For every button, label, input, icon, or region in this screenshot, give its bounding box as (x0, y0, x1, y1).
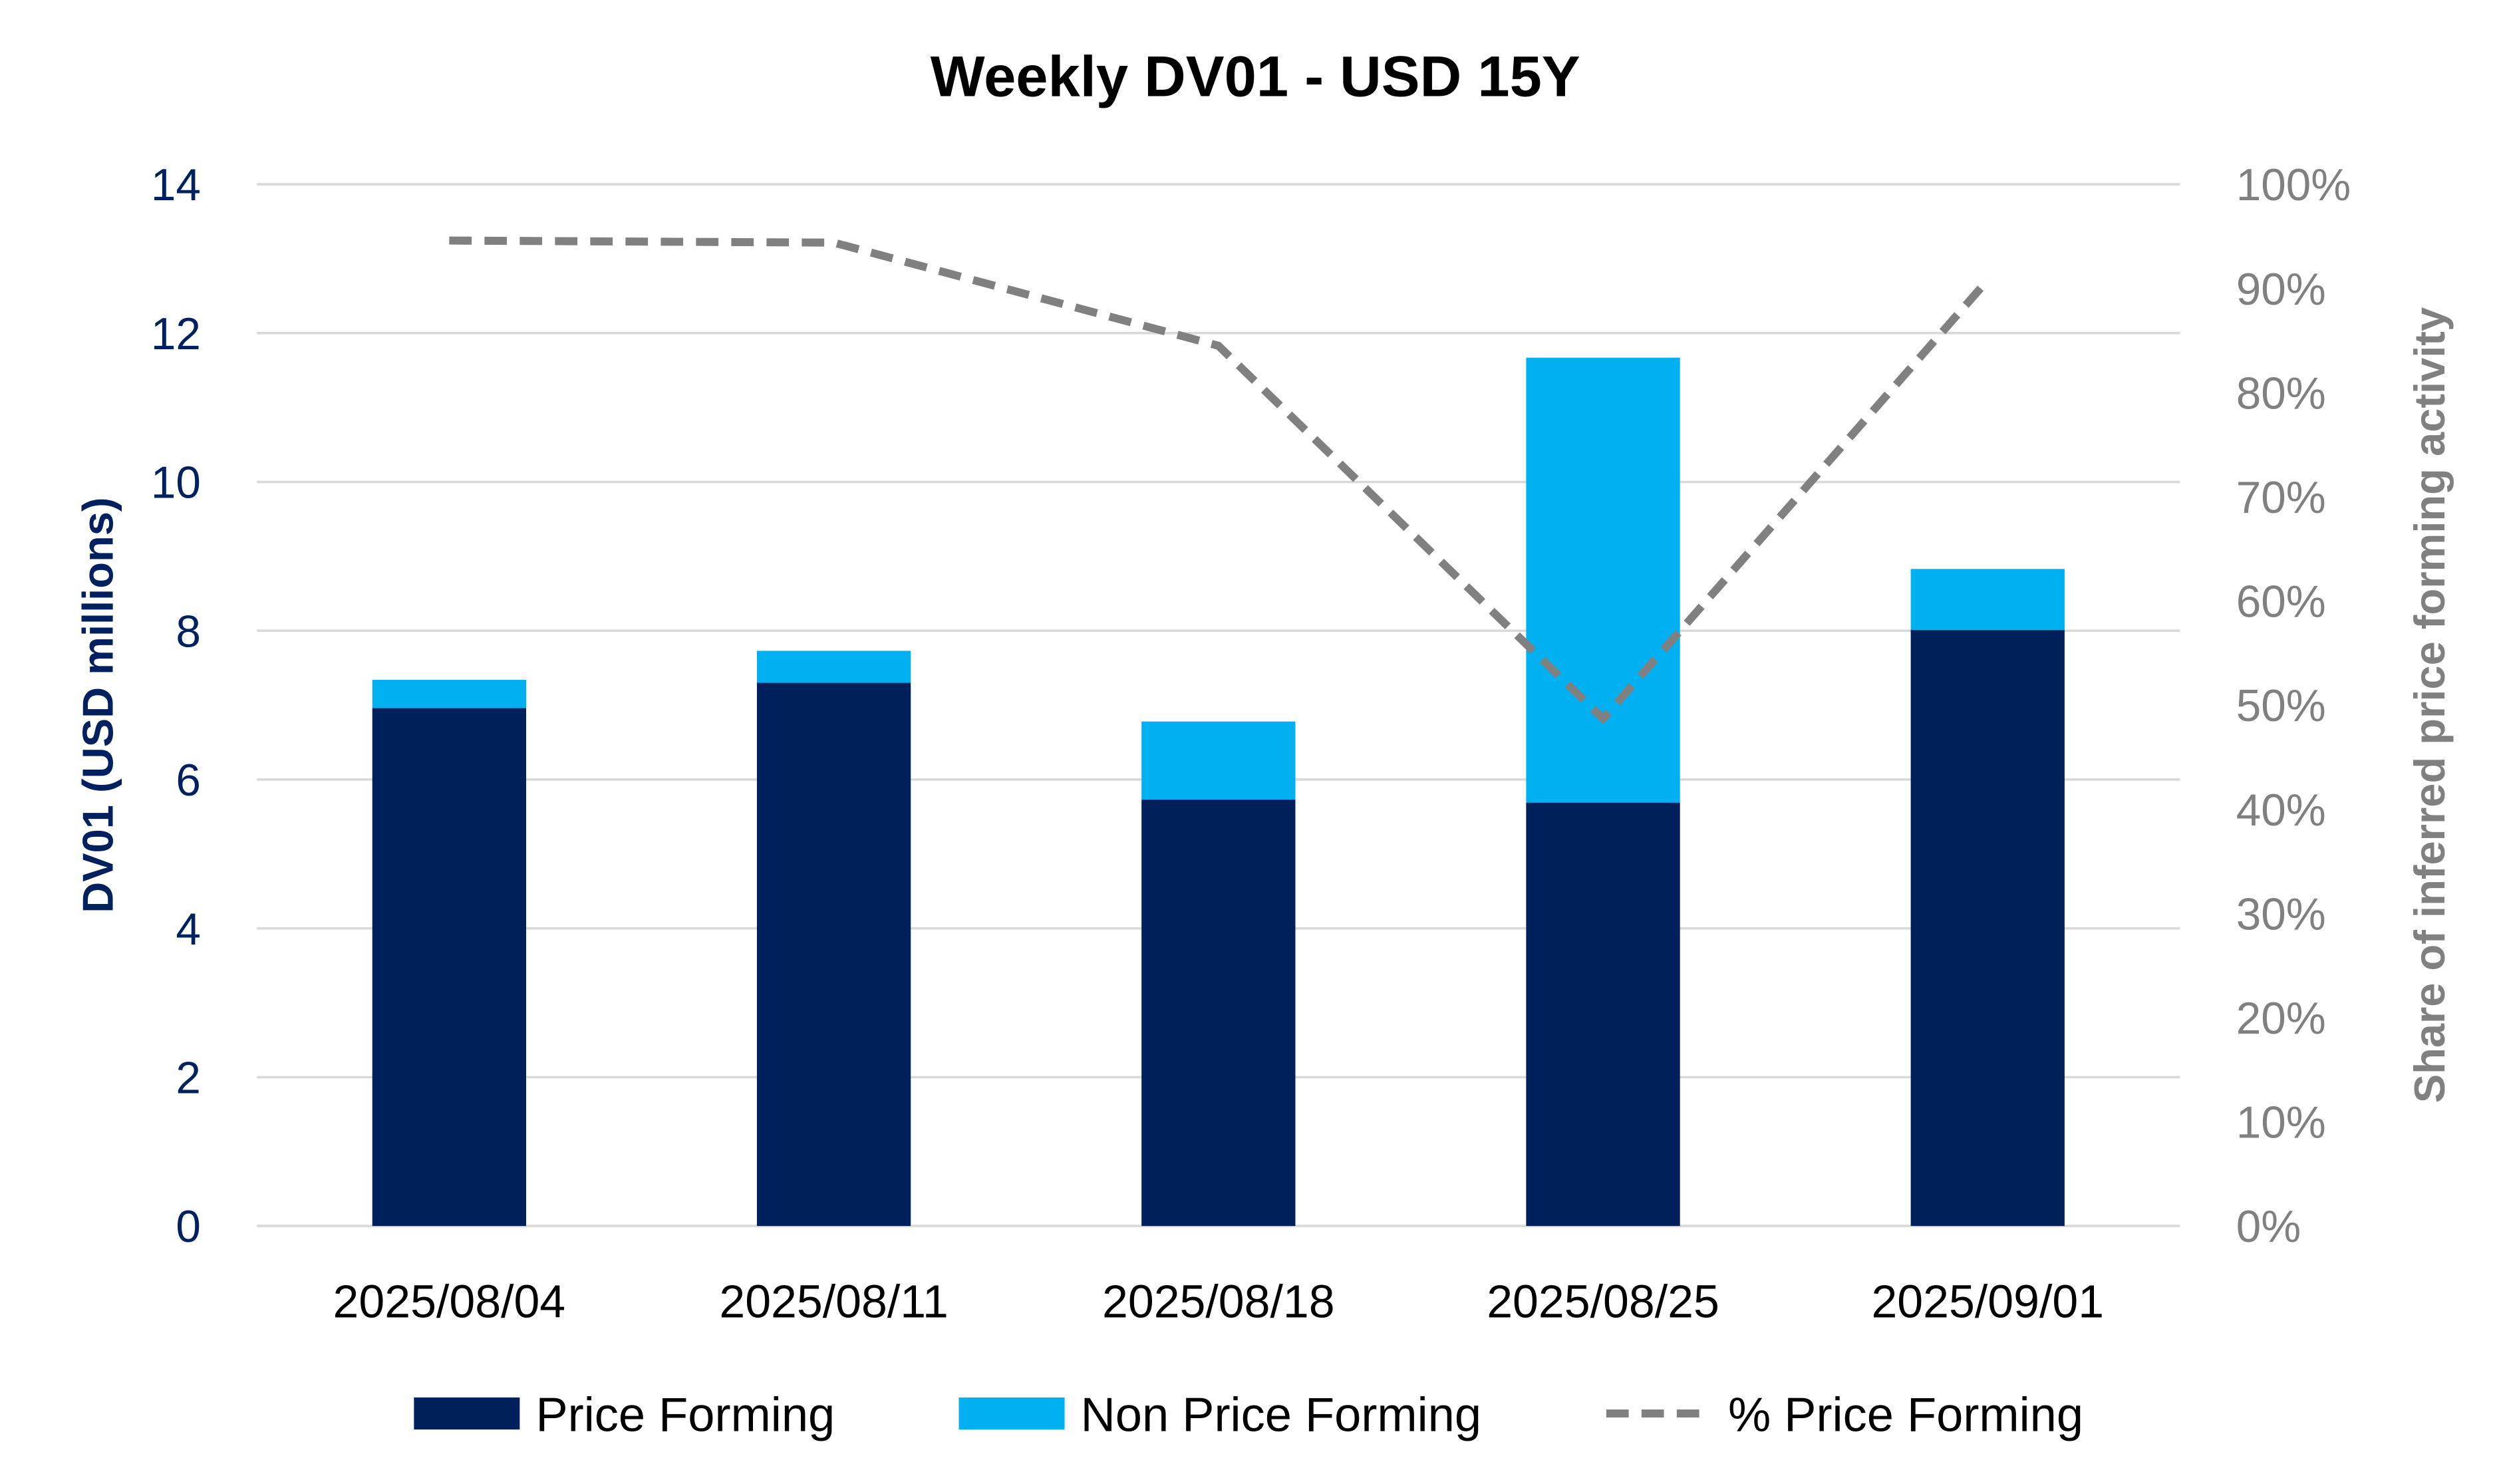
right-tick-label: 90% (2236, 265, 2326, 315)
bar-non-price-forming (756, 651, 911, 683)
bar-non-price-forming (1526, 357, 1680, 803)
x-tick-label: 2025/08/25 (1487, 1275, 1719, 1327)
percent-line (449, 236, 1991, 725)
right-tick-label: 80% (2236, 369, 2326, 418)
bar-non-price-forming (1910, 569, 2065, 631)
right-tick-label: 70% (2236, 473, 2326, 523)
bar-price-forming (372, 708, 527, 1227)
bar-price-forming (1526, 802, 1680, 1227)
left-axis-title: DV01 (USD millions) (73, 497, 122, 913)
bar-price-forming (1910, 630, 2065, 1227)
legend: Price Forming Non Price Forming % Price Fo… (414, 1388, 2083, 1441)
left-tick-label: 12 (151, 309, 201, 359)
right-tick-label: 0% (2236, 1202, 2301, 1252)
right-tick-label: 100% (2236, 160, 2351, 210)
right-tick-label: 30% (2236, 889, 2326, 939)
legend-swatch (414, 1397, 520, 1430)
right-axis-ticks: 0% 10% 20% 30% 40% 50% 60% 70% 80% 90% 100% (2236, 160, 2351, 1252)
right-tick-label: 60% (2236, 577, 2326, 627)
legend-label: Price Forming (535, 1388, 835, 1441)
bar-price-forming (1141, 800, 1296, 1227)
x-tick-label: 2025/09/01 (1871, 1275, 2104, 1327)
left-tick-label: 0 (176, 1202, 201, 1252)
left-tick-label: 4 (176, 905, 201, 955)
x-tick-label: 2025/08/11 (719, 1275, 948, 1327)
right-tick-label: 50% (2236, 681, 2326, 731)
left-axis-ticks: 0 2 4 6 8 10 12 14 (151, 160, 201, 1252)
legend-swatch (958, 1397, 1065, 1430)
left-tick-label: 8 (176, 607, 201, 657)
left-tick-label: 2 (176, 1053, 201, 1103)
right-axis-title: Share of inferred price forming activity (2405, 307, 2454, 1103)
right-tick-label: 10% (2236, 1098, 2326, 1148)
bar-non-price-forming (1141, 721, 1296, 800)
right-tick-label: 40% (2236, 786, 2326, 835)
left-tick-label: 6 (176, 756, 201, 806)
right-tick-label: 20% (2236, 994, 2326, 1044)
legend-label: % Price Forming (1728, 1388, 2083, 1441)
chart-title: Weekly DV01 - USD 15Y (931, 45, 1580, 109)
x-tick-label: 2025/08/18 (1102, 1275, 1335, 1327)
legend-label: Non Price Forming (1081, 1388, 1481, 1441)
bar-price-forming (756, 682, 911, 1227)
left-tick-label: 14 (151, 160, 201, 210)
x-tick-label: 2025/08/04 (333, 1275, 566, 1327)
left-tick-label: 10 (151, 458, 201, 508)
bars (372, 357, 2065, 1227)
bar-non-price-forming (372, 680, 527, 708)
x-axis-ticks: 2025/08/04 2025/08/11 2025/08/18 2025/08/25… (333, 1275, 2105, 1327)
line-percent-price-forming (449, 236, 1991, 725)
